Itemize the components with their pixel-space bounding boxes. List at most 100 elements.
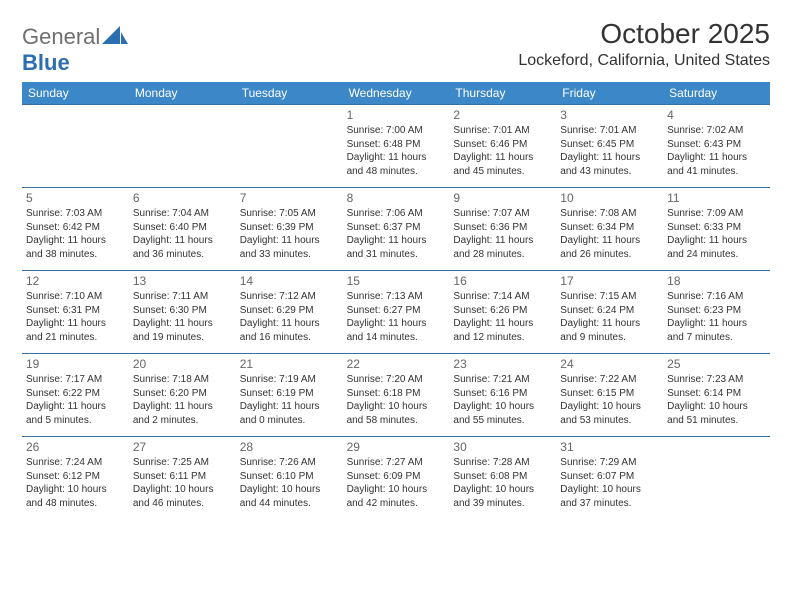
sunset-text: Sunset: 6:36 PM [453,221,550,235]
day-number: 2 [453,108,550,122]
daylight-text: Daylight: 10 hours and 37 minutes. [560,483,657,510]
day-info: Sunrise: 7:13 AMSunset: 6:27 PMDaylight:… [347,290,444,344]
day-cell: 7 Sunrise: 7:05 AMSunset: 6:39 PMDaylight… [236,188,343,270]
day-number: 16 [453,274,550,288]
daylight-text: Daylight: 11 hours and 31 minutes. [347,234,444,261]
day-number: 31 [560,440,657,454]
day-info: Sunrise: 7:01 AMSunset: 6:46 PMDaylight:… [453,124,550,178]
day-cell [236,105,343,187]
sunrise-text: Sunrise: 7:01 AM [560,124,657,138]
day-cell: 4Sunrise: 7:02 AMSunset: 6:43 PMDaylight… [663,105,770,187]
day-cell: 20 Sunrise: 7:18 AMSunset: 6:20 PMDayligh… [129,354,236,436]
calendar-page: GeneralBlue October 2025 Lockeford, Cali… [0,0,792,519]
day-info: Sunrise: 7:05 AMSunset: 6:39 PMDaylight:… [240,207,337,261]
month-title: October 2025 [518,18,770,50]
day-cell: 10 Sunrise: 7:08 AMSunset: 6:34 PMDayligh… [556,188,663,270]
week-row: 12Sunrise: 7:10 AMSunset: 6:31 PMDayligh… [22,270,770,353]
sunrise-text: Sunrise: 7:18 AM [133,373,230,387]
sunrise-text: Sunrise: 7:26 AM [240,456,337,470]
day-number: 22 [347,357,444,371]
daylight-text: Daylight: 11 hours and 12 minutes. [453,317,550,344]
day-cell: 26 Sunrise: 7:24 AMSunset: 6:12 PMDayligh… [22,437,129,519]
sunset-text: Sunset: 6:16 PM [453,387,550,401]
daylight-text: Daylight: 10 hours and 44 minutes. [240,483,337,510]
day-header-tue: Tuesday [236,82,343,104]
day-cell: 9Sunrise: 7:07 AMSunset: 6:36 PMDaylight… [449,188,556,270]
daylight-text: Daylight: 11 hours and 48 minutes. [347,151,444,178]
day-cell [129,105,236,187]
day-cell: 17 Sunrise: 7:15 AMSunset: 6:24 PMDayligh… [556,271,663,353]
week-row: 26 Sunrise: 7:24 AMSunset: 6:12 PMDayligh… [22,436,770,519]
sunrise-text: Sunrise: 7:21 AM [453,373,550,387]
weeks-container: 1Sunrise: 7:00 AMSunset: 6:48 PMDaylight… [22,104,770,519]
day-info: Sunrise: 7:18 AMSunset: 6:20 PMDaylight:… [133,373,230,427]
daylight-text: Daylight: 11 hours and 21 minutes. [26,317,123,344]
sunset-text: Sunset: 6:19 PM [240,387,337,401]
daylight-text: Daylight: 11 hours and 0 minutes. [240,400,337,427]
sunset-text: Sunset: 6:12 PM [26,470,123,484]
day-number: 26 [26,440,123,454]
day-info: Sunrise: 7:24 AMSunset: 6:12 PMDaylight:… [26,456,123,510]
sunset-text: Sunset: 6:09 PM [347,470,444,484]
daylight-text: Daylight: 11 hours and 38 minutes. [26,234,123,261]
day-info: Sunrise: 7:29 AMSunset: 6:07 PMDaylight:… [560,456,657,510]
sunrise-text: Sunrise: 7:03 AM [26,207,123,221]
sunset-text: Sunset: 6:40 PM [133,221,230,235]
sunset-text: Sunset: 6:20 PM [133,387,230,401]
sunrise-text: Sunrise: 7:11 AM [133,290,230,304]
day-info: Sunrise: 7:11 AMSunset: 6:30 PMDaylight:… [133,290,230,344]
day-header-sat: Saturday [663,82,770,104]
day-header-fri: Friday [556,82,663,104]
day-info: Sunrise: 7:04 AMSunset: 6:40 PMDaylight:… [133,207,230,261]
sunrise-text: Sunrise: 7:14 AM [453,290,550,304]
day-info: Sunrise: 7:28 AMSunset: 6:08 PMDaylight:… [453,456,550,510]
day-header-mon: Monday [129,82,236,104]
day-cell [22,105,129,187]
sunset-text: Sunset: 6:10 PM [240,470,337,484]
day-info: Sunrise: 7:15 AMSunset: 6:24 PMDaylight:… [560,290,657,344]
sunrise-text: Sunrise: 7:01 AM [453,124,550,138]
logo-text: GeneralBlue [22,24,128,76]
day-info: Sunrise: 7:07 AMSunset: 6:36 PMDaylight:… [453,207,550,261]
day-info: Sunrise: 7:21 AMSunset: 6:16 PMDaylight:… [453,373,550,427]
day-number: 5 [26,191,123,205]
day-number: 3 [560,108,657,122]
sunrise-text: Sunrise: 7:07 AM [453,207,550,221]
sunset-text: Sunset: 6:45 PM [560,138,657,152]
logo: GeneralBlue [22,24,128,76]
day-number: 19 [26,357,123,371]
sunrise-text: Sunrise: 7:15 AM [560,290,657,304]
day-info: Sunrise: 7:20 AMSunset: 6:18 PMDaylight:… [347,373,444,427]
sunrise-text: Sunrise: 7:17 AM [26,373,123,387]
day-number: 20 [133,357,230,371]
sunset-text: Sunset: 6:26 PM [453,304,550,318]
sunrise-text: Sunrise: 7:08 AM [560,207,657,221]
day-info: Sunrise: 7:06 AMSunset: 6:37 PMDaylight:… [347,207,444,261]
sunrise-text: Sunrise: 7:10 AM [26,290,123,304]
day-cell: 21Sunrise: 7:19 AMSunset: 6:19 PMDayligh… [236,354,343,436]
week-row: 1Sunrise: 7:00 AMSunset: 6:48 PMDaylight… [22,104,770,187]
sunrise-text: Sunrise: 7:28 AM [453,456,550,470]
daylight-text: Daylight: 11 hours and 14 minutes. [347,317,444,344]
logo-text-2: Blue [22,50,70,75]
day-info: Sunrise: 7:16 AMSunset: 6:23 PMDaylight:… [667,290,764,344]
day-info: Sunrise: 7:02 AMSunset: 6:43 PMDaylight:… [667,124,764,178]
day-cell: 8 Sunrise: 7:06 AMSunset: 6:37 PMDaylight… [343,188,450,270]
day-number: 8 [347,191,444,205]
daylight-text: Daylight: 10 hours and 51 minutes. [667,400,764,427]
day-number: 1 [347,108,444,122]
day-number: 14 [240,274,337,288]
daylight-text: Daylight: 11 hours and 19 minutes. [133,317,230,344]
day-number: 10 [560,191,657,205]
day-info: Sunrise: 7:08 AMSunset: 6:34 PMDaylight:… [560,207,657,261]
day-number: 29 [347,440,444,454]
daylight-text: Daylight: 11 hours and 43 minutes. [560,151,657,178]
day-number: 17 [560,274,657,288]
sunrise-text: Sunrise: 7:12 AM [240,290,337,304]
day-number: 13 [133,274,230,288]
day-header-row: Sunday Monday Tuesday Wednesday Thursday… [22,82,770,104]
sunrise-text: Sunrise: 7:23 AM [667,373,764,387]
day-number: 7 [240,191,337,205]
day-info: Sunrise: 7:27 AMSunset: 6:09 PMDaylight:… [347,456,444,510]
header: GeneralBlue October 2025 Lockeford, Cali… [22,18,770,76]
